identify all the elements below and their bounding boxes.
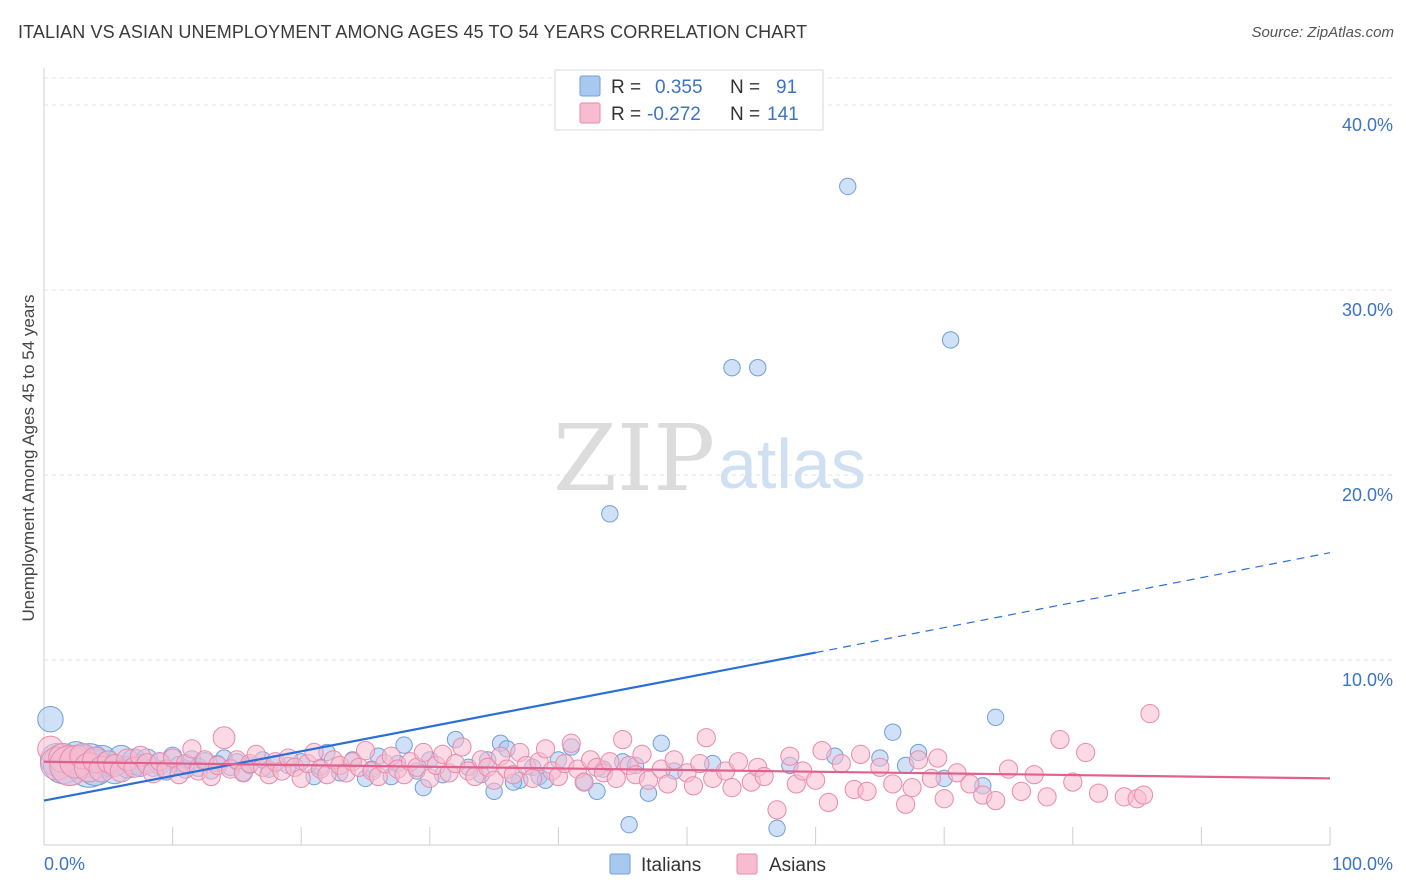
italians-point-0 xyxy=(37,705,64,733)
italians-point-67 xyxy=(601,505,619,523)
asians-point-41 xyxy=(304,742,324,763)
asians-point-142 xyxy=(902,778,922,798)
asians-point-95 xyxy=(658,774,678,794)
series-legend: Italians Asians xyxy=(609,853,826,876)
italians-point-72 xyxy=(652,734,670,752)
asians-point-112 xyxy=(806,770,826,790)
y-tick-label-2: 30.0% xyxy=(1342,300,1393,320)
asians-point-58 xyxy=(413,742,433,763)
asians-point-22 xyxy=(182,739,202,759)
y-axis-label: Unemployment Among Ages 45 to 54 years xyxy=(19,295,38,622)
watermark-zip: ZIP xyxy=(553,405,715,512)
italians-point-77 xyxy=(768,819,786,838)
asians-point-77 xyxy=(535,739,556,759)
watermark: ZIP atlas xyxy=(553,405,866,512)
y-tick-label-1: 20.0% xyxy=(1342,485,1393,505)
italians-points xyxy=(37,177,1005,838)
x-tick-label-1: 100.0% xyxy=(1332,854,1393,874)
asians-point-124 xyxy=(928,748,948,768)
asians-point-122 xyxy=(908,750,929,770)
asians-point-104 xyxy=(728,752,749,772)
asians-point-69 xyxy=(484,770,504,790)
asians-point-89 xyxy=(613,729,633,750)
asians-point-100 xyxy=(696,728,716,748)
asians-point-115 xyxy=(831,754,851,774)
chart-title: ITALIAN VS ASIAN UNEMPLOYMENT AMONG AGES… xyxy=(18,22,808,42)
series-legend-label-asians: Asians xyxy=(769,855,826,876)
series-legend-swatch-italians xyxy=(609,853,631,875)
source-label: Source: ZipAtlas.com xyxy=(1251,24,1394,41)
italians-point-82 xyxy=(884,723,902,741)
x-tick-label-0: 0.0% xyxy=(44,854,85,874)
correlation-legend: R = 0.355 N = 91 R = -0.272 N = 141 xyxy=(554,69,824,131)
legend-n-label-italians: N = xyxy=(730,77,760,98)
italians-point-65 xyxy=(588,782,606,801)
asians-point-81 xyxy=(561,733,581,753)
asians-point-87 xyxy=(600,752,620,772)
asians-point-133 xyxy=(1037,787,1057,807)
asians-point-99 xyxy=(690,754,710,774)
legend-n-label-asians: N = xyxy=(730,104,760,125)
italians-point-75 xyxy=(723,359,741,377)
asians-point-118 xyxy=(857,781,877,801)
asians-point-114 xyxy=(818,792,839,813)
asians-point-117 xyxy=(851,744,871,764)
asians-point-64 xyxy=(452,737,472,757)
asians-point-130 xyxy=(998,759,1019,779)
asians-point-137 xyxy=(1088,783,1109,803)
asians-point-131 xyxy=(1011,781,1031,801)
legend-swatch-italians xyxy=(579,75,601,97)
series-legend-swatch-asians xyxy=(736,853,758,875)
asians-point-49 xyxy=(355,741,376,761)
asians-point-127 xyxy=(960,774,980,794)
watermark-atlas: atlas xyxy=(718,425,866,503)
asians-point-141 xyxy=(1140,704,1160,724)
asians-point-103 xyxy=(722,778,742,798)
asians-point-108 xyxy=(767,800,787,820)
asians-point-140 xyxy=(1133,785,1154,805)
asians-point-125 xyxy=(934,789,954,809)
asians-point-129 xyxy=(986,791,1006,811)
italians-point-80 xyxy=(839,177,857,196)
asians-point-123 xyxy=(921,768,941,788)
italians-point-76 xyxy=(749,359,767,377)
legend-r-label-asians: R = xyxy=(611,104,641,125)
italians-trend-extension xyxy=(815,552,1331,654)
trend-lines xyxy=(43,552,1331,802)
asians-point-136 xyxy=(1076,742,1096,763)
x-tick-labels: 0.0% 100.0% xyxy=(44,854,1393,874)
italians-trend-line xyxy=(43,651,816,802)
asians-point-109 xyxy=(780,746,800,766)
asians-trend-line xyxy=(43,760,1331,780)
asians-point-27 xyxy=(212,726,236,750)
y-tick-label-3: 40.0% xyxy=(1342,115,1393,135)
italians-point-86 xyxy=(941,331,960,349)
asians-point-121 xyxy=(896,794,916,814)
asians-point-134 xyxy=(1050,729,1070,750)
asians-point-113 xyxy=(812,741,832,761)
asians-point-135 xyxy=(1063,772,1083,792)
legend-n-value-asians: 141 xyxy=(767,104,799,125)
asians-point-75 xyxy=(523,768,543,788)
italians-point-88 xyxy=(986,708,1005,727)
asians-point-98 xyxy=(683,776,704,796)
italians-point-47 xyxy=(395,736,413,754)
italians-point-69 xyxy=(620,815,638,834)
asians-points xyxy=(37,704,1160,820)
y-tick-labels: 10.0% 20.0% 30.0% 40.0% xyxy=(1342,115,1393,690)
legend-n-value-italians: 91 xyxy=(776,77,797,98)
asians-point-120 xyxy=(883,774,903,794)
series-legend-label-italians: Italians xyxy=(641,855,701,876)
legend-r-value-asians: -0.272 xyxy=(647,104,701,125)
gridlines xyxy=(44,77,1392,661)
y-tick-label-0: 10.0% xyxy=(1342,670,1393,690)
legend-swatch-asians xyxy=(579,102,601,124)
legend-r-value-italians: 0.355 xyxy=(655,77,703,98)
legend-r-label-italians: R = xyxy=(611,77,641,98)
asians-point-93 xyxy=(638,770,659,790)
asians-point-83 xyxy=(574,772,594,792)
asians-point-92 xyxy=(632,744,652,764)
